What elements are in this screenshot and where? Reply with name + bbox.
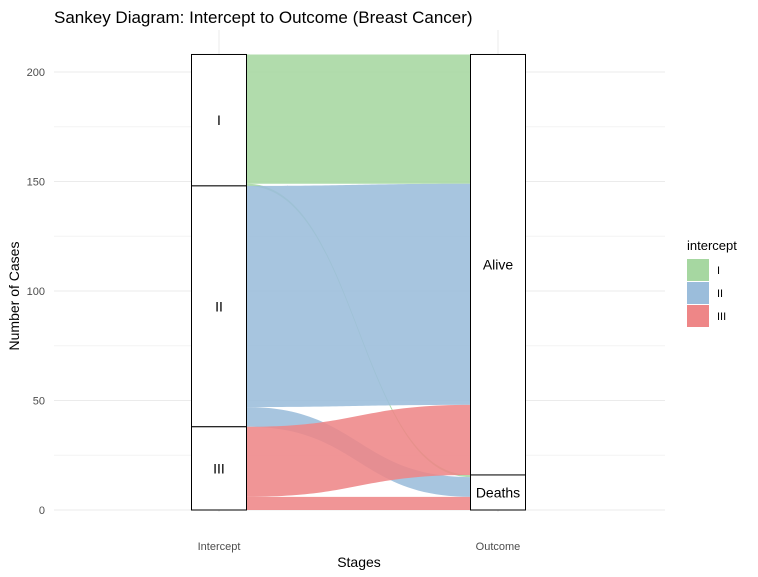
legend-label-i: I [717, 265, 720, 277]
intercept-stratum-label: III [213, 460, 225, 476]
y-axis: 0 50 100 150 200 [27, 67, 45, 517]
y-tick-label: 150 [27, 177, 45, 189]
y-tick-label: 50 [33, 396, 45, 408]
legend-label-ii: II [717, 288, 723, 300]
flow-iii-to-deaths [246, 496, 471, 510]
y-tick-label: 0 [39, 505, 45, 517]
outcome-stratum-deaths [470, 474, 526, 511]
flow-iii-to-alive [246, 404, 471, 497]
outcome-stratum-label: Deaths [476, 484, 520, 500]
outcome-stratum-label: Alive [483, 257, 514, 273]
flow-i-to-alive [246, 54, 471, 184]
intercept-stratum-label: I [217, 112, 221, 128]
legend-label-iii: III [717, 311, 726, 323]
y-tick-label: 200 [27, 67, 45, 79]
y-axis-title: Number of Cases [6, 242, 22, 351]
flow-ii-to-alive [246, 183, 471, 408]
outcome-stratum-alive [470, 53, 526, 476]
y-tick-label: 100 [27, 286, 45, 298]
x-tick-label: Outcome [476, 541, 521, 553]
legend-key-iii [687, 305, 709, 327]
intercept-stratum-iii [191, 426, 247, 511]
x-axis: Intercept Outcome [198, 541, 521, 553]
legend-key-ii [687, 282, 709, 304]
intercept-stratum-label: II [215, 298, 223, 314]
flows [246, 54, 471, 510]
chart-title: Sankey Diagram: Intercept to Outcome (Br… [54, 8, 473, 27]
x-axis-title: Stages [337, 554, 381, 570]
legend-key-i [687, 259, 709, 281]
x-tick-label: Intercept [198, 541, 241, 553]
legend-title: intercept [687, 238, 737, 253]
intercept-stratum-i [191, 53, 247, 187]
